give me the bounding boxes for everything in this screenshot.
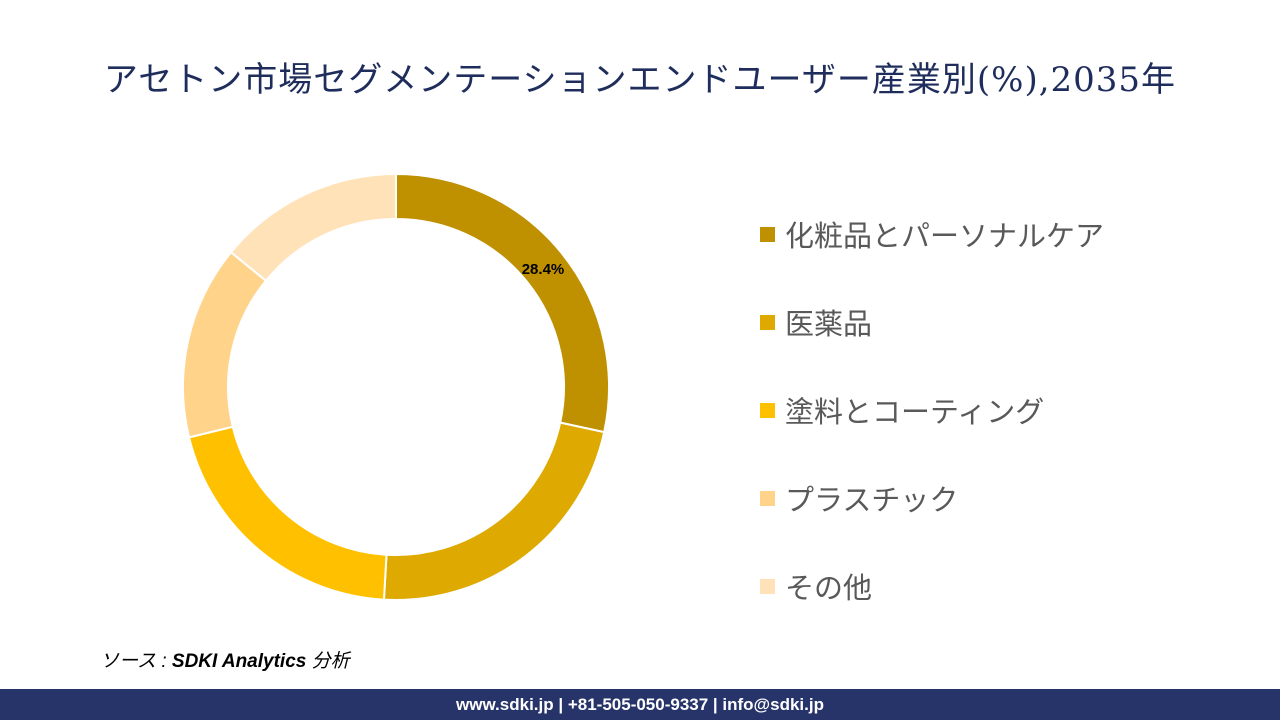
source-name: SDKI Analytics xyxy=(171,651,307,672)
legend-label: その他 xyxy=(785,571,873,605)
legend-item: その他 xyxy=(760,542,1104,630)
legend-label: 塗料とコーティング xyxy=(785,395,1045,429)
legend: 化粧品とパーソナルケア 医薬品塗料とコーティング プラスチック その他 xyxy=(760,190,1104,630)
donut-slice-4 xyxy=(182,250,268,439)
source-prefix: ソース : xyxy=(100,651,172,672)
legend-swatch xyxy=(760,226,775,242)
legend-swatch xyxy=(760,402,775,418)
source-suffix: 分析 xyxy=(306,651,350,672)
legend-item: プラスチック xyxy=(760,454,1104,542)
footer-contact: www.sdki.jp | +81-505-050-9337 | info@sd… xyxy=(0,689,1280,720)
legend-swatch xyxy=(760,578,775,594)
donut-slice-1 xyxy=(395,172,610,434)
chart-title: アセトン市場セグメンテーションエンドユーザー産業別(%),2035年 xyxy=(103,60,1177,100)
legend-item: 塗料とコーティング xyxy=(760,366,1104,454)
legend-label: プラスチック xyxy=(785,483,959,517)
donut-slice-3 xyxy=(187,425,388,601)
legend-swatch xyxy=(760,490,775,506)
source-note: ソース : SDKI Analytics 分析 xyxy=(100,646,350,673)
legend-label: 医薬品 xyxy=(785,307,873,341)
data-label: 28.4% xyxy=(522,261,565,278)
legend-item: 化粧品とパーソナルケア xyxy=(760,190,1104,278)
legend-item: 医薬品 xyxy=(760,278,1104,366)
donut-slice-5 xyxy=(229,172,397,283)
donut-slice-2 xyxy=(382,421,606,602)
legend-label: 化粧品とパーソナルケア xyxy=(785,219,1105,253)
legend-swatch xyxy=(760,314,775,330)
